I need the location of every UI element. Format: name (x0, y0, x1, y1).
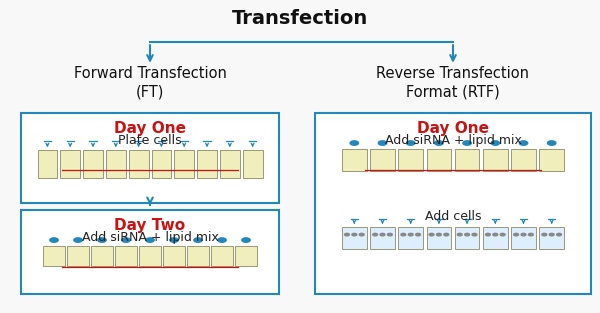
Text: Add siRNA + lipid mix: Add siRNA + lipid mix (385, 134, 521, 147)
Bar (342, 227, 367, 249)
FancyBboxPatch shape (21, 210, 279, 294)
Circle shape (401, 233, 406, 236)
Bar (139, 246, 161, 266)
Text: Transfection: Transfection (232, 9, 368, 28)
Circle shape (388, 233, 392, 236)
Circle shape (457, 233, 462, 236)
Bar (511, 149, 536, 171)
Bar (427, 227, 451, 249)
Bar (43, 246, 65, 266)
Bar (211, 246, 233, 266)
Bar (455, 149, 479, 171)
Bar (128, 150, 149, 178)
Bar (455, 227, 479, 249)
Bar (511, 227, 536, 249)
Circle shape (380, 233, 385, 236)
Bar (483, 227, 508, 249)
Circle shape (146, 238, 154, 242)
Circle shape (444, 233, 449, 236)
Bar (151, 150, 172, 178)
Bar (83, 150, 103, 178)
Circle shape (407, 141, 415, 145)
Circle shape (429, 233, 434, 236)
Bar (91, 246, 113, 266)
Bar (163, 246, 185, 266)
Bar (187, 246, 209, 266)
Bar (67, 246, 89, 266)
Circle shape (435, 141, 443, 145)
Text: Day Two: Day Two (115, 218, 185, 233)
Circle shape (242, 238, 250, 242)
Bar (115, 246, 137, 266)
Circle shape (218, 238, 226, 242)
Bar (370, 149, 395, 171)
Circle shape (485, 233, 490, 236)
FancyBboxPatch shape (21, 113, 279, 203)
Text: Reverse Transfection
Format (RTF): Reverse Transfection Format (RTF) (377, 66, 530, 99)
Circle shape (529, 233, 533, 236)
FancyBboxPatch shape (315, 113, 591, 294)
Circle shape (170, 238, 178, 242)
Circle shape (74, 238, 82, 242)
Circle shape (359, 233, 364, 236)
Text: Add siRNA + lipid mix: Add siRNA + lipid mix (82, 231, 218, 244)
Bar (37, 150, 58, 178)
Circle shape (50, 238, 58, 242)
Bar (61, 150, 80, 178)
Circle shape (500, 233, 505, 236)
Text: Add cells: Add cells (425, 210, 481, 223)
Bar (174, 150, 194, 178)
Circle shape (493, 233, 498, 236)
Bar (106, 150, 126, 178)
Bar (539, 227, 564, 249)
Circle shape (472, 233, 477, 236)
Circle shape (465, 233, 470, 236)
Circle shape (379, 141, 387, 145)
Bar (539, 149, 564, 171)
Text: Forward Transfection
(FT): Forward Transfection (FT) (74, 66, 226, 99)
Circle shape (98, 238, 106, 242)
Bar (342, 149, 367, 171)
Text: Plate cells: Plate cells (118, 134, 182, 147)
Circle shape (352, 233, 357, 236)
Circle shape (521, 233, 526, 236)
Bar (427, 149, 451, 171)
Bar (242, 150, 263, 178)
Bar (197, 150, 217, 178)
Circle shape (491, 141, 499, 145)
Circle shape (548, 141, 556, 145)
Circle shape (542, 233, 547, 236)
Circle shape (463, 141, 472, 145)
Text: Day One: Day One (114, 121, 186, 136)
Circle shape (519, 141, 528, 145)
Circle shape (344, 233, 349, 236)
Bar (220, 150, 240, 178)
Circle shape (550, 233, 554, 236)
Circle shape (437, 233, 442, 236)
Bar (370, 227, 395, 249)
Circle shape (122, 238, 130, 242)
Text: Day One: Day One (417, 121, 489, 136)
Bar (235, 246, 257, 266)
Circle shape (373, 233, 377, 236)
Circle shape (416, 233, 421, 236)
Circle shape (557, 233, 562, 236)
Bar (398, 149, 423, 171)
Circle shape (194, 238, 202, 242)
Circle shape (409, 233, 413, 236)
Bar (398, 227, 423, 249)
Bar (483, 149, 508, 171)
Circle shape (350, 141, 359, 145)
Circle shape (514, 233, 518, 236)
